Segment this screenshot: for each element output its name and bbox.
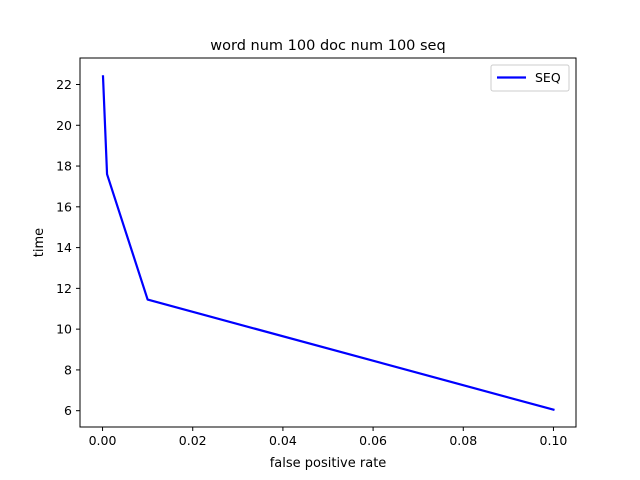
chart-title: word num 100 doc num 100 seq [210,38,445,54]
x-tick-label: 0.08 [449,433,477,448]
y-tick-label: 10 [56,322,72,337]
x-axis-label: false positive rate [270,456,387,471]
plot-frame [79,57,577,428]
legend: SEQ [490,64,570,92]
y-tick-label: 6 [64,403,72,418]
x-tick-label: 0.02 [179,433,207,448]
y-tick-label: 8 [64,362,72,377]
y-tick-label: 18 [56,159,72,174]
y-axis-label: time [32,228,47,257]
plot-content [101,75,555,412]
y-axis: 6 8 10 12 14 16 18 20 22 [56,77,80,418]
x-axis: 0.00 0.02 0.04 0.06 0.08 0.10 [89,427,568,448]
y-tick-label: 16 [56,199,72,214]
y-tick-label: 14 [56,240,72,255]
x-tick-label: 0.10 [540,433,568,448]
y-tick-label: 12 [56,281,72,296]
x-tick-label: 0.04 [269,433,297,448]
x-tick-label: 0.06 [359,433,387,448]
legend-box [490,64,570,92]
y-tick-label: 20 [56,118,72,133]
x-tick-label: 0.00 [89,433,117,448]
y-tick-label: 22 [56,77,72,92]
legend-label-seq: SEQ [535,70,561,85]
series-line-seq [101,75,555,412]
